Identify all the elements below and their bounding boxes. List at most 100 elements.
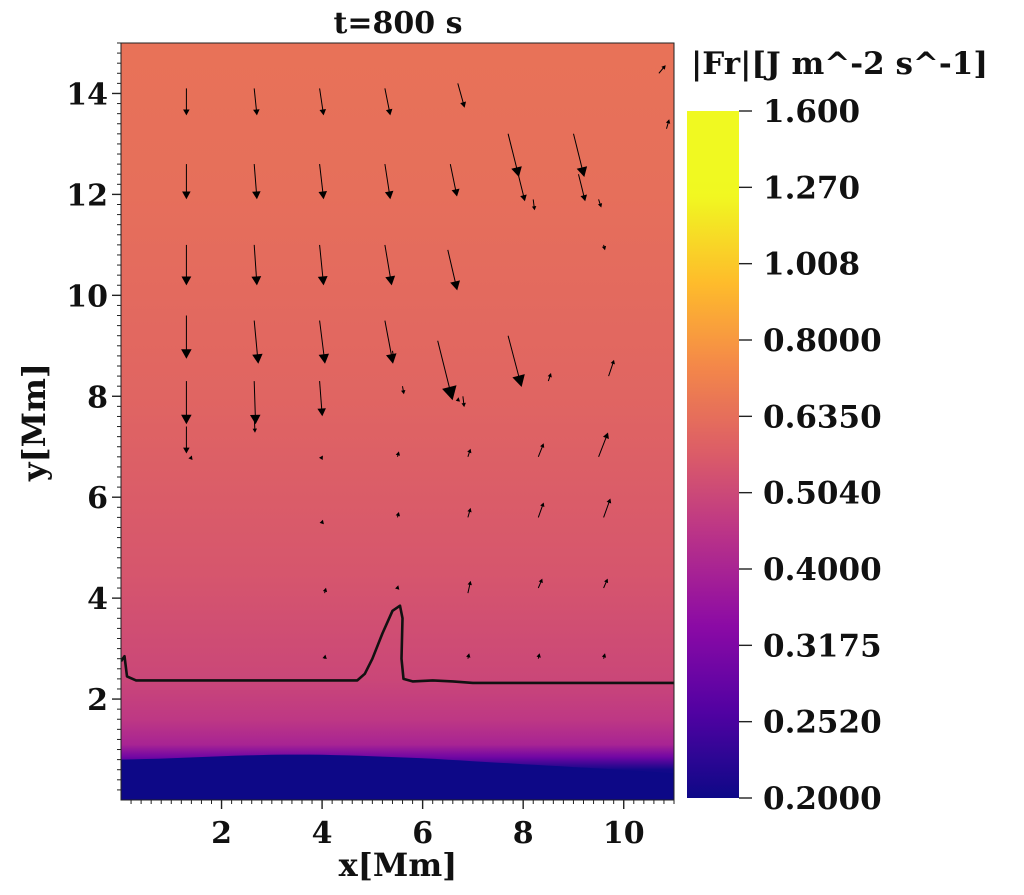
vector-head — [188, 455, 193, 460]
vector-arrow — [384, 164, 394, 200]
vector-arrow — [507, 335, 525, 387]
vector-shaft — [319, 381, 323, 412]
vector-shaft — [507, 335, 521, 381]
vector-shaft — [603, 500, 610, 518]
vector-head — [391, 354, 396, 359]
vector-arrow — [183, 88, 190, 116]
vector-arrow — [384, 88, 393, 116]
vector-head — [395, 512, 400, 517]
vector-arrow — [601, 244, 607, 251]
vector-shaft — [467, 583, 471, 594]
vector-arrow — [181, 244, 192, 286]
plot-frame — [120, 42, 675, 801]
vector-shaft — [319, 88, 324, 112]
vector-head — [520, 194, 527, 202]
vector-arrow — [318, 164, 327, 200]
vector-head — [512, 374, 525, 387]
vector-shaft — [384, 244, 392, 281]
vector-arrow — [467, 580, 472, 594]
vector-shaft — [253, 164, 258, 195]
vector-head — [460, 101, 466, 108]
vector-head — [540, 443, 545, 448]
vector-arrow — [467, 507, 472, 518]
vector-arrow — [317, 381, 326, 417]
vector-shaft — [253, 416, 256, 431]
vector-head — [511, 166, 522, 177]
colorbar-tick-label: 0.6350 — [763, 399, 882, 435]
vector-shaft — [573, 133, 584, 172]
vector-head — [252, 353, 263, 364]
vector-arrow — [601, 653, 607, 659]
vector-arrow — [395, 451, 400, 457]
colorbar-tick-label: 1.270 — [763, 170, 860, 206]
vector-arrow — [536, 653, 541, 659]
vector-head — [384, 190, 394, 200]
vector-head — [251, 276, 262, 286]
x-axis: 2 4 6 8 10 — [130, 800, 675, 851]
y-tick-label: 14 — [66, 77, 108, 112]
vector-head — [467, 448, 472, 454]
vector-head — [181, 349, 192, 359]
x-tick-label: 4 — [312, 816, 333, 851]
vector-head — [253, 109, 260, 116]
vector-head — [252, 191, 261, 200]
plot-area — [121, 43, 674, 800]
vector-head — [601, 245, 607, 251]
y-axis: 2 4 6 8 10 12 14 — [66, 42, 121, 791]
vector-arrow — [665, 119, 671, 129]
vector-head — [610, 359, 615, 365]
vector-arrow — [437, 340, 457, 401]
vector-head — [665, 119, 671, 124]
vector-head — [385, 108, 393, 116]
vector-arrow — [598, 432, 609, 457]
vector-head — [531, 206, 537, 211]
vector-arrow — [384, 244, 396, 286]
vector-shaft — [517, 174, 525, 198]
vector-head — [319, 519, 324, 525]
vector-arrow — [395, 585, 400, 590]
vector-head — [250, 414, 261, 425]
vector-head — [181, 276, 192, 286]
vector-shaft — [447, 249, 457, 286]
vector-arrow — [449, 163, 460, 197]
y-tick-label: 2 — [87, 683, 108, 718]
vector-arrow — [181, 315, 192, 359]
field-background — [121, 43, 674, 800]
vector-arrow — [319, 519, 324, 525]
vector-head — [580, 194, 587, 202]
vector-arrow — [603, 498, 612, 518]
vector-arrow — [252, 164, 261, 200]
colorbar-tick-label: 1.008 — [763, 247, 860, 283]
vector-shaft — [608, 362, 614, 377]
colorbar-tick-label: 0.2520 — [763, 705, 882, 741]
vector-arrow — [250, 381, 261, 425]
vector-head — [601, 653, 607, 658]
vector-arrow — [537, 502, 545, 518]
vector-shaft — [507, 133, 518, 172]
colorbar-tick-label: 0.2000 — [763, 781, 882, 817]
vector-shaft — [598, 435, 608, 457]
vector-arrow — [608, 359, 615, 377]
vector-arrow — [182, 164, 191, 200]
vector-arrow — [466, 653, 471, 659]
vector-head — [461, 402, 466, 408]
vector-shaft — [578, 174, 585, 198]
vector-shaft — [449, 163, 457, 193]
vector-head — [318, 191, 327, 200]
vector-head — [538, 578, 543, 584]
vector-head — [317, 276, 328, 286]
x-tick-label: 6 — [412, 816, 433, 851]
vector-head — [603, 432, 609, 439]
vector-head — [466, 653, 471, 658]
vector-head — [322, 654, 327, 659]
vector-shaft — [384, 320, 393, 359]
colorbar: |Fr|[J m^-2 s^-1] 1.600 1.270 1.008 0.8000 0… — [687, 46, 988, 817]
vector-arrow — [573, 133, 588, 177]
vector-arrow — [318, 320, 329, 364]
vector-arrow — [603, 578, 609, 589]
vector-head — [401, 390, 406, 395]
vector-shaft — [253, 381, 256, 419]
vector-arrow — [531, 199, 537, 211]
x-tick-label: 8 — [513, 816, 534, 851]
